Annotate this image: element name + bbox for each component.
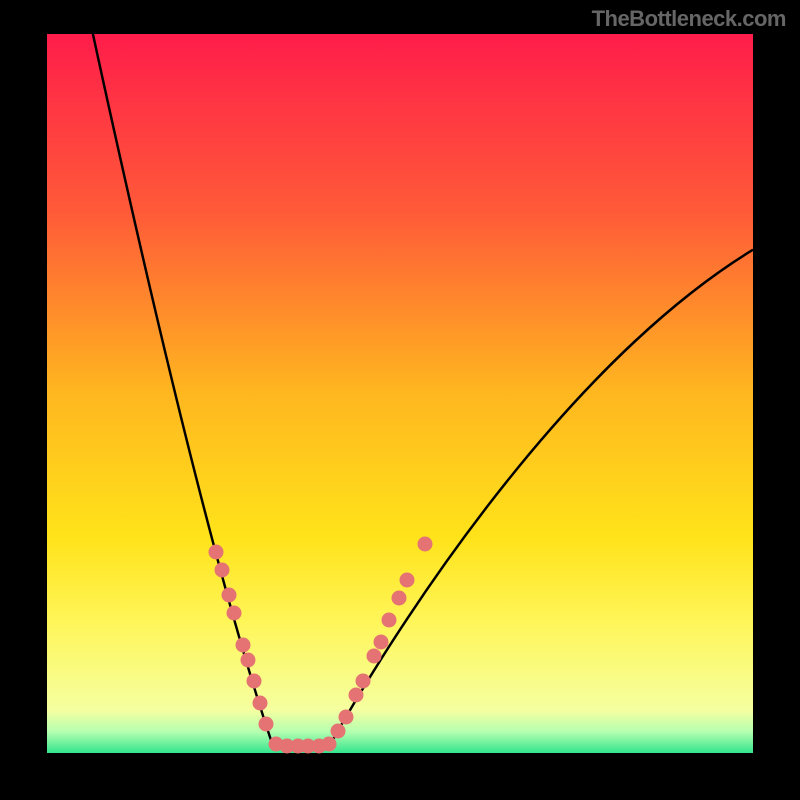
data-marker [349,688,364,703]
data-marker [322,737,337,752]
data-marker [253,695,268,710]
data-marker [227,605,242,620]
data-marker [330,724,345,739]
attribution-text: TheBottleneck.com [592,6,786,32]
data-marker [246,674,261,689]
data-marker [356,674,371,689]
data-marker [366,648,381,663]
data-marker [236,638,251,653]
data-marker [209,544,224,559]
data-marker [382,612,397,627]
data-marker [241,652,256,667]
data-marker [215,562,230,577]
curve-svg [47,34,753,753]
data-marker [338,710,353,725]
data-marker [258,717,273,732]
data-marker [222,587,237,602]
plot-area [47,34,753,753]
data-marker [391,591,406,606]
chart-container: TheBottleneck.com [0,0,800,800]
data-marker [373,634,388,649]
data-marker [400,573,415,588]
data-marker [417,537,432,552]
bottleneck-curve [93,34,753,746]
